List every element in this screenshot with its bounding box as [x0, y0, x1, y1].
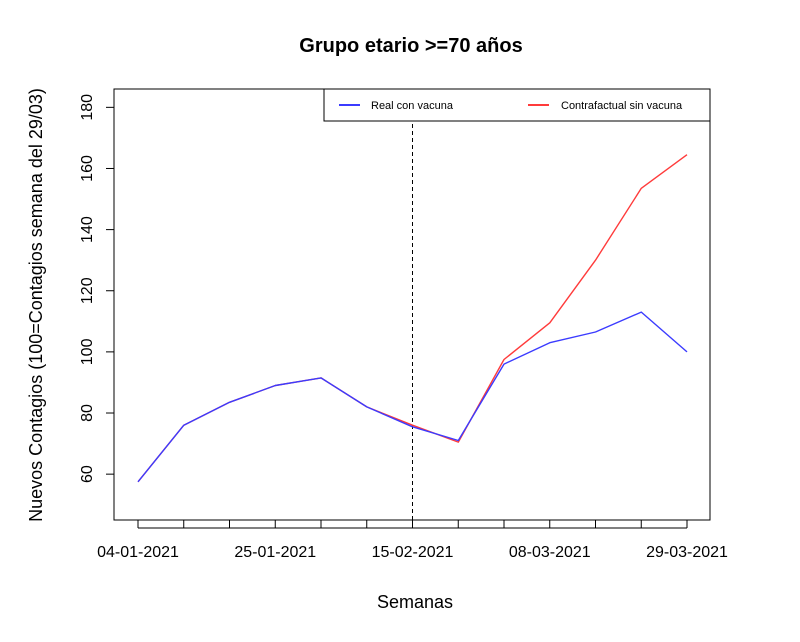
series-layer — [137, 154, 688, 483]
x-tick-label: 25-01-2021 — [234, 544, 316, 561]
legend-label-real: Real con vacuna — [371, 100, 454, 112]
x-tick-label: 08-03-2021 — [509, 544, 591, 561]
x-tick-label: 04-01-2021 — [97, 544, 179, 561]
legend: Real con vacuna Contrafactual sin vacuna — [323, 88, 711, 122]
chart-title: Grupo etario >=70 años — [299, 35, 522, 57]
y-tick-label: 100 — [79, 338, 96, 365]
legend-label-contrafactual: Contrafactual sin vacuna — [561, 100, 683, 112]
y-tick-label: 60 — [79, 465, 96, 483]
x-tick-label: 29-03-2021 — [646, 544, 728, 561]
x-axis: 04-01-2021 25-01-2021 15-02-2021 08-03-2021… — [97, 520, 728, 561]
x-tick-label: 15-02-2021 — [372, 544, 454, 561]
y-axis: 60 80 100 120 140 160 180 — [79, 94, 114, 483]
y-tick-label: 120 — [79, 277, 96, 304]
y-tick-label: 180 — [79, 94, 96, 121]
x-axis-label: Semanas — [377, 592, 453, 612]
y-tick-label: 160 — [79, 155, 96, 182]
y-axis-label: Nuevos Contagios (100=Contagios semana d… — [26, 88, 46, 522]
legend-box — [323, 88, 711, 122]
y-tick-label: 80 — [79, 404, 96, 422]
y-tick-label: 140 — [79, 216, 96, 243]
series-line-real — [137, 311, 688, 483]
